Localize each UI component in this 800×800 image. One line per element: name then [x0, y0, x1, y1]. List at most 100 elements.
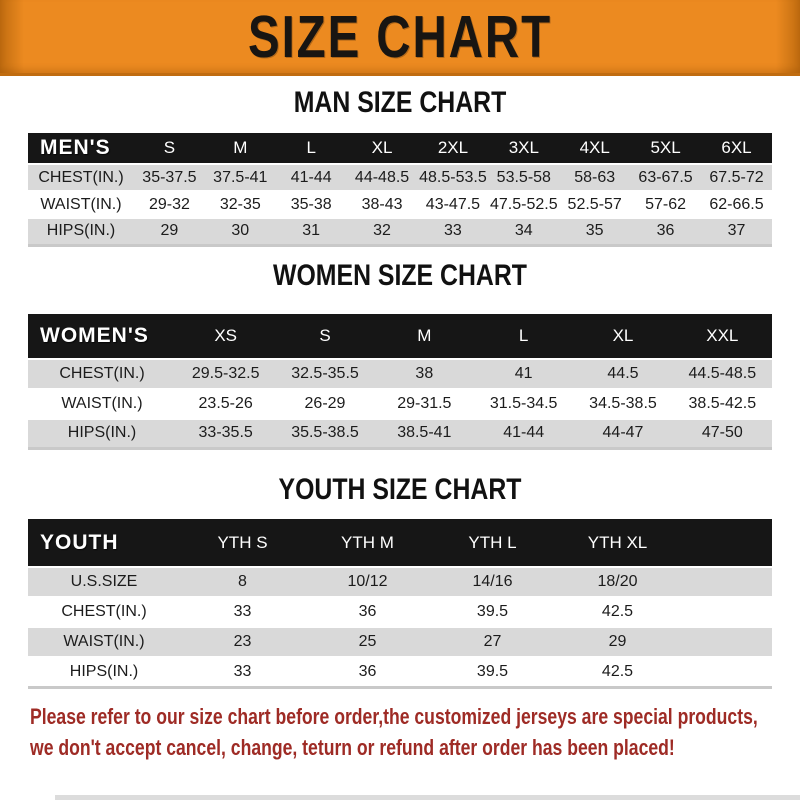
row-spacer-cell [680, 567, 772, 597]
row-spacer-cell [680, 657, 772, 687]
size-column-header: L [306, 138, 316, 157]
size-value-cell: 67.5-72 [709, 168, 764, 186]
size-chart-sections: MAN SIZE CHART MEN'S S M L XL 2XL 3XL 4XL 5XL 6XL C… [0, 85, 800, 689]
women-size-chart-table: WOMEN'S XS S M L XL XXL CHEST(IN.) 29.5-32.5 32.5… [28, 313, 772, 450]
table-header-row: MEN'S S M L XL 2XL 3XL 4XL 5XL 6XL [28, 133, 772, 164]
size-value-cell: 42.5 [601, 662, 634, 680]
table-row: HIPS(IN.) 33 36 39.5 42.5 [28, 657, 772, 687]
row-spacer-cell [680, 627, 772, 657]
table-corner-label: MEN'S [40, 136, 111, 159]
size-value-cell: 8 [238, 573, 247, 590]
size-value-cell: 38 [415, 364, 434, 382]
size-value-cell: 44.5-48.5 [688, 364, 757, 382]
women-size-chart-section: WOMEN SIZE CHART WOMEN'S XS S M L XL XXL CHEST(I… [0, 258, 800, 450]
size-value-cell: 41 [514, 364, 533, 382]
section-title: WOMEN SIZE CHART [273, 258, 527, 291]
size-value-cell: 18/20 [597, 573, 638, 590]
size-value-cell: 31 [302, 222, 321, 240]
size-value-cell: 38.5-41 [397, 424, 452, 442]
table-corner-label: YOUTH [40, 530, 119, 554]
size-value-cell: 35 [585, 222, 604, 240]
size-value-cell: 44-48.5 [354, 168, 410, 186]
size-value-cell: 34 [514, 222, 533, 240]
table-header: WOMEN'S XS S M L XL XXL [28, 313, 772, 359]
measurement-label: CHEST(IN.) [59, 364, 145, 382]
size-value-cell: 57-62 [645, 195, 687, 213]
header-spacer-cell [680, 519, 772, 567]
size-value-cell: 37 [727, 222, 746, 240]
table-row: WAIST(IN.) 23 25 27 29 [28, 627, 772, 657]
size-value-cell: 47-50 [701, 424, 743, 442]
size-column-header: L [518, 325, 529, 345]
size-column-header: M [417, 325, 432, 345]
measurement-label: WAIST(IN.) [61, 394, 143, 412]
size-value-cell: 23.5-26 [198, 394, 253, 412]
size-value-cell: 36 [358, 603, 377, 620]
table-row: WAIST(IN.) 29-32 32-35 35-38 38-43 43-47.5 47.… [28, 191, 772, 218]
table-row: U.S.SIZE 8 10/12 14/16 18/20 [28, 567, 772, 597]
disclaimer-text: Please refer to our size chart before or… [30, 701, 758, 763]
size-column-header: YTH XL [587, 532, 648, 552]
youth-size-chart-section: YOUTH SIZE CHART YOUTH YTH S YTH M YTH L YTH … [0, 472, 800, 689]
size-value-cell: 33-35.5 [198, 424, 253, 442]
size-value-cell: 43-47.5 [425, 195, 481, 213]
size-chart-banner: SIZE CHART [0, 0, 800, 76]
table-body: U.S.SIZE 8 10/12 14/16 18/20 CHEST(IN.) 33 36 39… [28, 567, 772, 687]
measurement-label: HIPS(IN.) [67, 424, 137, 442]
size-column-header: 5XL [650, 138, 681, 157]
size-value-cell: 41-44 [290, 168, 332, 186]
size-value-cell: 32.5-35.5 [291, 364, 359, 382]
size-value-cell: 44.5 [607, 364, 639, 382]
section-title: YOUTH SIZE CHART [278, 472, 522, 506]
size-column-header: YTH M [341, 532, 394, 552]
size-value-cell: 31.5-34.5 [489, 394, 558, 412]
man-size-chart-section: MAN SIZE CHART MEN'S S M L XL 2XL 3XL 4XL 5XL 6XL C… [0, 85, 800, 247]
size-value-cell: 41-44 [503, 424, 545, 442]
size-value-cell: 42.5 [601, 603, 634, 620]
size-column-header: YTH S [217, 532, 268, 552]
size-value-cell: 44-47 [602, 424, 644, 442]
size-value-cell: 37.5-41 [213, 168, 268, 186]
size-value-cell: 36 [656, 222, 675, 240]
size-value-cell: 58-63 [574, 168, 616, 186]
size-value-cell: 48.5-53.5 [419, 168, 487, 186]
size-value-cell: 53.5-58 [496, 168, 551, 186]
youth-size-chart-table: YOUTH YTH S YTH M YTH L YTH XL U.S.SIZE 8 10/12… [28, 519, 772, 689]
bottom-edge-strip [55, 795, 800, 800]
size-value-cell: 35-38 [290, 195, 332, 213]
measurement-label: CHEST(IN.) [38, 168, 124, 186]
size-column-header: S [163, 138, 176, 157]
size-value-cell: 33 [233, 603, 252, 620]
section-title: MAN SIZE CHART [293, 85, 507, 119]
size-value-cell: 14/16 [472, 573, 513, 590]
size-value-cell: 39.5 [476, 603, 509, 620]
table-row: CHEST(IN.) 33 36 39.5 42.5 [28, 597, 772, 627]
table-row: HIPS(IN.) 29 30 31 32 33 34 35 36 37 [28, 218, 772, 245]
table-header: YOUTH YTH S YTH M YTH L YTH XL [28, 519, 772, 567]
size-value-cell: 52.5-57 [567, 195, 622, 213]
measurement-label: HIPS(IN.) [69, 662, 139, 680]
size-value-cell: 29 [160, 222, 179, 240]
size-value-cell: 36 [358, 662, 377, 680]
table-header: MEN'S S M L XL 2XL 3XL 4XL 5XL 6XL [28, 133, 772, 164]
measurement-label: CHEST(IN.) [61, 603, 147, 620]
size-column-header: 3XL [508, 138, 539, 157]
row-spacer-cell [680, 597, 772, 627]
size-column-header: XL [371, 138, 393, 157]
size-value-cell: 25 [358, 633, 377, 650]
size-value-cell: 35-37.5 [142, 168, 197, 186]
size-column-header: 4XL [579, 138, 610, 157]
size-value-cell: 63-67.5 [638, 168, 693, 186]
table-row: CHEST(IN.) 29.5-32.5 32.5-35.5 38 41 44.5 44.5… [28, 358, 772, 389]
size-value-cell: 47.5-52.5 [490, 195, 558, 213]
size-value-cell: 33 [233, 662, 252, 680]
size-value-cell: 29-31.5 [397, 394, 452, 412]
measurement-label: U.S.SIZE [70, 573, 138, 590]
table-row: WAIST(IN.) 23.5-26 26-29 29-31.5 31.5-34.5 34… [28, 388, 772, 419]
size-value-cell: 27 [483, 633, 502, 650]
table-header-row: YOUTH YTH S YTH M YTH L YTH XL [28, 519, 772, 567]
size-column-header: 2XL [437, 138, 469, 157]
table-row: HIPS(IN.) 33-35.5 35.5-38.5 38.5-41 41-44 44-… [28, 418, 772, 449]
table-corner-label: WOMEN'S [40, 323, 149, 347]
size-value-cell: 32-35 [219, 195, 261, 213]
